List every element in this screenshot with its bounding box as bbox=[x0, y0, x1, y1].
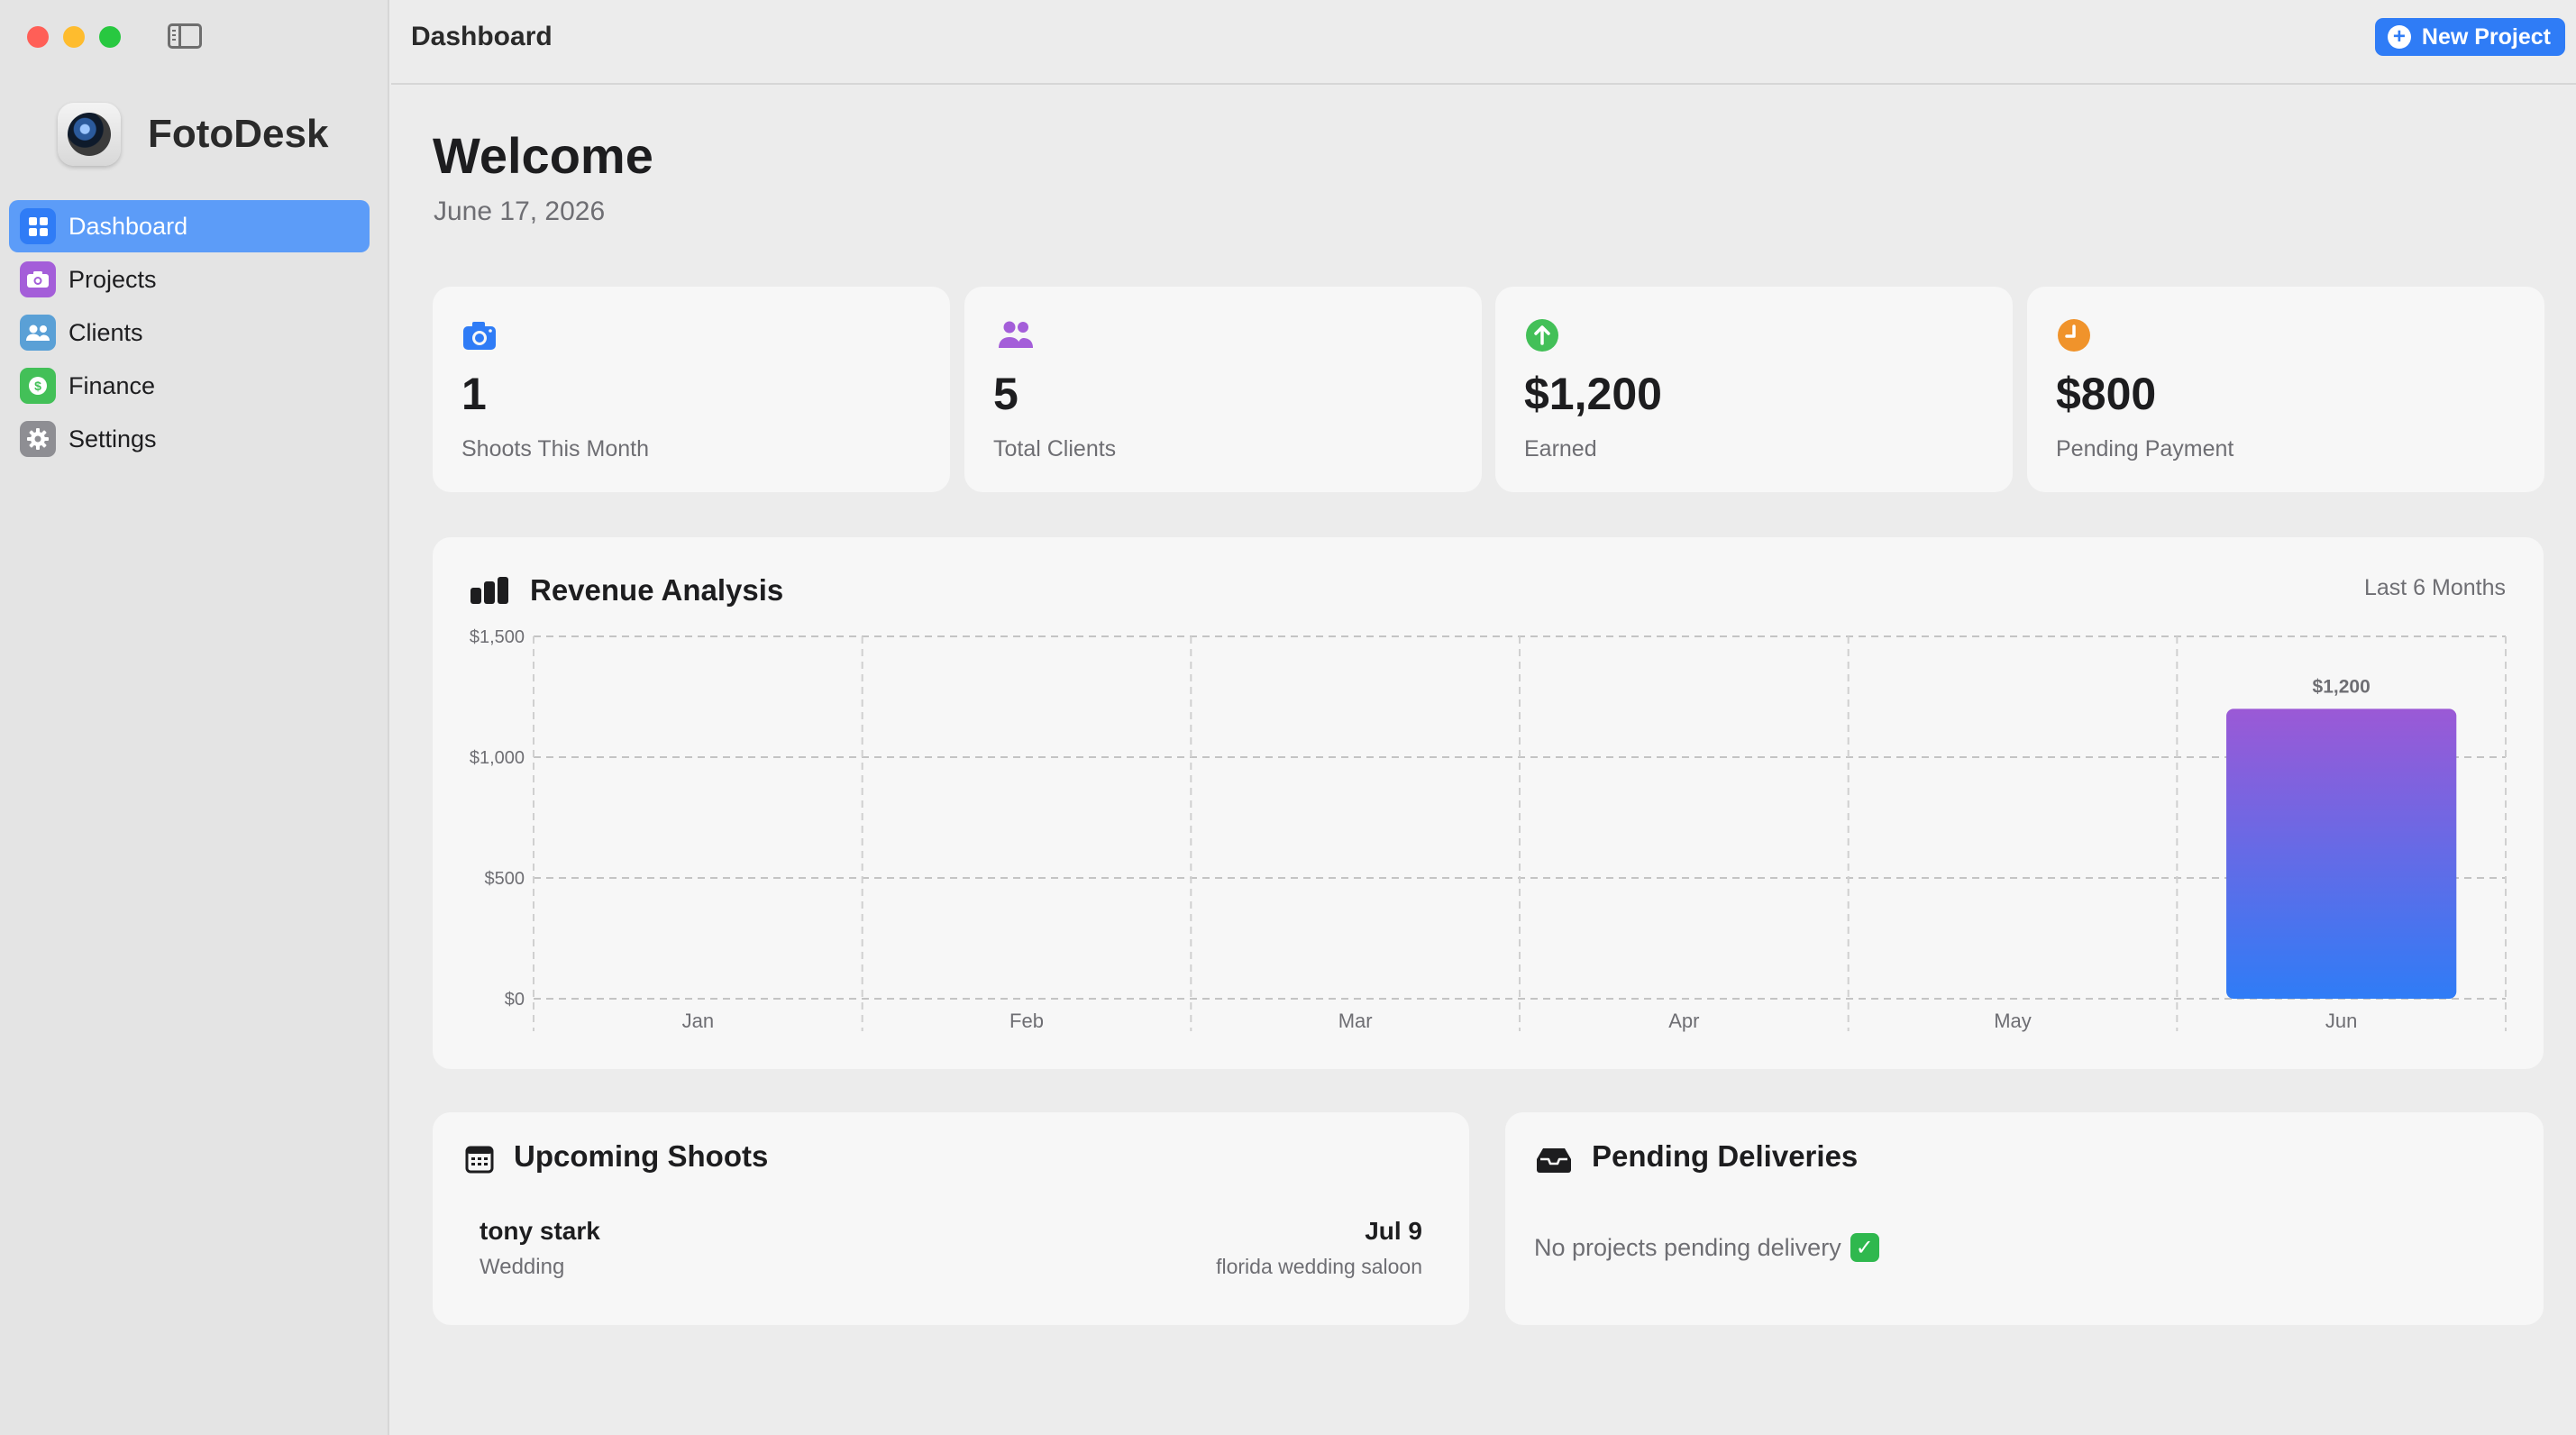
app-logo-icon bbox=[58, 103, 121, 166]
minimize-window-button[interactable] bbox=[63, 26, 85, 48]
sidebar-item-dashboard[interactable]: Dashboard bbox=[9, 200, 370, 252]
pending-deliveries-title: Pending Deliveries bbox=[1592, 1139, 1859, 1173]
stat-card-earned: $1,200 Earned bbox=[1495, 287, 2013, 492]
camera-icon bbox=[20, 261, 56, 297]
shoot-location: florida wedding saloon bbox=[1216, 1255, 1422, 1278]
current-date: June 17, 2026 bbox=[434, 197, 606, 226]
sidebar-item-label: Dashboard bbox=[69, 212, 188, 240]
revenue-title: Revenue Analysis bbox=[530, 573, 784, 607]
upcoming-shoots-title: Upcoming Shoots bbox=[514, 1139, 769, 1173]
stat-card-pending: $800 Pending Payment bbox=[2027, 287, 2544, 492]
toolbar: Dashboard + New Project bbox=[391, 0, 2576, 85]
stat-card-clients: 5 Total Clients bbox=[964, 287, 1482, 492]
stat-label: Shoots This Month bbox=[461, 436, 649, 462]
data-label: $1,200 bbox=[2313, 676, 2370, 697]
chart-labels: $0 $500 $1,000 $1,500 Jan Feb Mar Apr May $1,200 J… bbox=[470, 627, 2370, 1032]
gear-icon bbox=[20, 421, 56, 457]
sidebar-item-label: Finance bbox=[69, 371, 156, 399]
calendar-icon bbox=[465, 1146, 494, 1174]
people-icon bbox=[20, 315, 56, 351]
brand: FotoDesk bbox=[58, 103, 328, 166]
sidebar-item-label: Clients bbox=[69, 318, 143, 346]
page-title: Dashboard bbox=[411, 22, 553, 51]
revenue-chart: $0 $500 $1,000 $1,500 Jan Feb Mar Apr May $1,200 J… bbox=[470, 627, 2507, 1032]
chart-bar bbox=[2226, 708, 2457, 999]
dollar-icon: $ bbox=[20, 368, 56, 404]
sidebar-nav: Dashboard Projects Clients $ Finance Set… bbox=[9, 200, 370, 466]
close-window-button[interactable] bbox=[27, 26, 49, 48]
sidebar-item-projects[interactable]: Projects bbox=[9, 253, 370, 306]
tray-icon bbox=[1537, 1148, 1571, 1173]
x-tick-label: Jun bbox=[2325, 1010, 2357, 1032]
stat-value: $800 bbox=[2056, 369, 2157, 419]
sidebar: FotoDesk Dashboard Projects Clients $ Fi… bbox=[0, 0, 389, 1435]
empty-state: No projects pending delivery ✓ bbox=[1534, 1233, 1879, 1262]
y-tick-label: $1,000 bbox=[470, 748, 525, 768]
stat-card-shoots: 1 Shoots This Month bbox=[433, 287, 950, 492]
x-tick-label: Mar bbox=[1338, 1010, 1373, 1032]
window-controls bbox=[27, 26, 121, 48]
bar-chart-icon bbox=[470, 577, 508, 604]
app-name: FotoDesk bbox=[148, 112, 329, 156]
new-project-button[interactable]: + New Project bbox=[2374, 18, 2565, 56]
stat-label: Pending Payment bbox=[2056, 436, 2234, 462]
stat-value: 1 bbox=[461, 369, 487, 419]
chart-grid bbox=[533, 635, 2507, 1031]
stat-value: 5 bbox=[993, 369, 1019, 419]
x-tick-label: Apr bbox=[1668, 1010, 1699, 1032]
range-label: Last 6 Months bbox=[2363, 575, 2506, 600]
sidebar-toggle-icon[interactable] bbox=[168, 23, 202, 49]
pending-deliveries-panel: Pending Deliveries No projects pending d… bbox=[1505, 1112, 2544, 1325]
maximize-window-button[interactable] bbox=[99, 26, 121, 48]
y-tick-label: $500 bbox=[485, 869, 525, 889]
new-project-label: New Project bbox=[2421, 23, 2551, 50]
grid-icon bbox=[20, 208, 56, 244]
camera-icon bbox=[463, 322, 496, 350]
shoot-type: Wedding bbox=[480, 1255, 565, 1279]
clock-icon bbox=[2058, 319, 2090, 352]
sidebar-item-settings[interactable]: Settings bbox=[9, 413, 370, 465]
stat-label: Earned bbox=[1524, 436, 1597, 462]
stat-value: $1,200 bbox=[1524, 369, 1662, 419]
sidebar-item-finance[interactable]: $ Finance bbox=[9, 360, 370, 412]
y-tick-label: $0 bbox=[505, 990, 525, 1010]
chart-bars bbox=[2226, 708, 2457, 999]
svg-text:$: $ bbox=[34, 379, 41, 393]
empty-state-message: No projects pending delivery bbox=[1534, 1233, 1841, 1261]
plus-circle-icon: + bbox=[2387, 25, 2411, 49]
shoot-date: Jul 9 bbox=[1365, 1217, 1422, 1245]
stat-label: Total Clients bbox=[993, 436, 1117, 462]
checkmark-icon: ✓ bbox=[1850, 1233, 1879, 1262]
sidebar-item-label: Settings bbox=[69, 425, 157, 452]
upcoming-shoots-panel: Upcoming Shoots tony stark Wedding Jul 9… bbox=[433, 1112, 1469, 1325]
y-tick-label: $1,500 bbox=[470, 627, 525, 647]
x-tick-label: May bbox=[1994, 1010, 2032, 1032]
shoot-client-name: tony stark bbox=[480, 1217, 600, 1245]
revenue-panel: Revenue Analysis Last 6 Months $0 $500 $1,… bbox=[433, 537, 2544, 1069]
sidebar-item-clients[interactable]: Clients bbox=[9, 306, 370, 359]
x-tick-label: Feb bbox=[1009, 1010, 1044, 1032]
x-tick-label: Jan bbox=[682, 1010, 714, 1032]
arrow-up-circle-icon bbox=[1526, 319, 1558, 352]
sidebar-item-label: Projects bbox=[69, 265, 157, 293]
people-icon bbox=[999, 321, 1033, 348]
welcome-heading: Welcome bbox=[433, 127, 653, 184]
